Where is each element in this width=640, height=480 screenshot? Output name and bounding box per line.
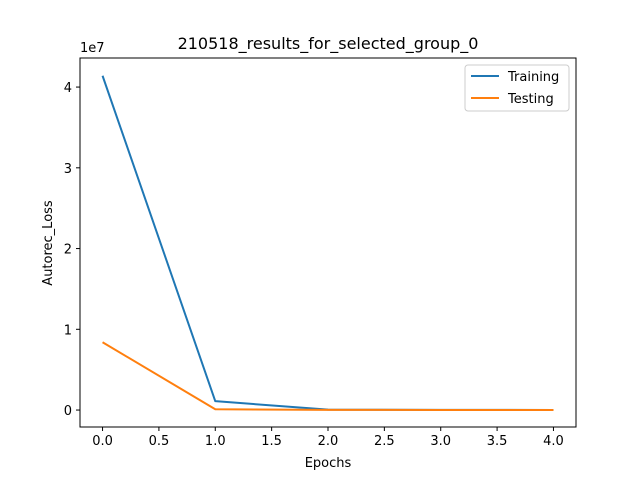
y-tick-label: 2 (64, 243, 72, 258)
chart-title: 210518_results_for_selected_group_0 (178, 34, 479, 54)
y-tick-label: 1 (64, 323, 72, 338)
x-tick-label: 0.5 (149, 434, 170, 449)
y-axis: 0 1 2 3 4 (64, 81, 80, 419)
x-tick-label: 3.0 (430, 434, 451, 449)
series-line-testing (102, 341, 554, 411)
x-tick-label: 2.5 (374, 434, 395, 449)
x-tick-label: 1.0 (205, 434, 226, 449)
x-tick-label: 3.5 (487, 434, 508, 449)
x-tick-label: 2.0 (318, 434, 339, 449)
x-tick-label: 4.0 (543, 434, 564, 449)
series-layer (101, 75, 554, 411)
y-axis-exponent: 1e7 (80, 41, 105, 56)
legend-label-testing: Testing (507, 92, 554, 107)
y-axis-label: Autorec_Loss (41, 200, 56, 286)
legend-label-training: Training (507, 70, 559, 85)
x-axis: 0.0 0.5 1.0 1.5 2.0 2.5 3.0 3.5 4.0 (92, 427, 564, 449)
legend: Training Testing (464, 64, 570, 112)
y-tick-label: 4 (64, 81, 72, 96)
x-tick-label: 1.5 (261, 434, 282, 449)
x-axis-label: Epochs (305, 456, 352, 471)
y-tick-label: 3 (64, 162, 72, 177)
y-tick-label: 0 (64, 404, 72, 419)
x-tick-label: 0.0 (92, 434, 113, 449)
